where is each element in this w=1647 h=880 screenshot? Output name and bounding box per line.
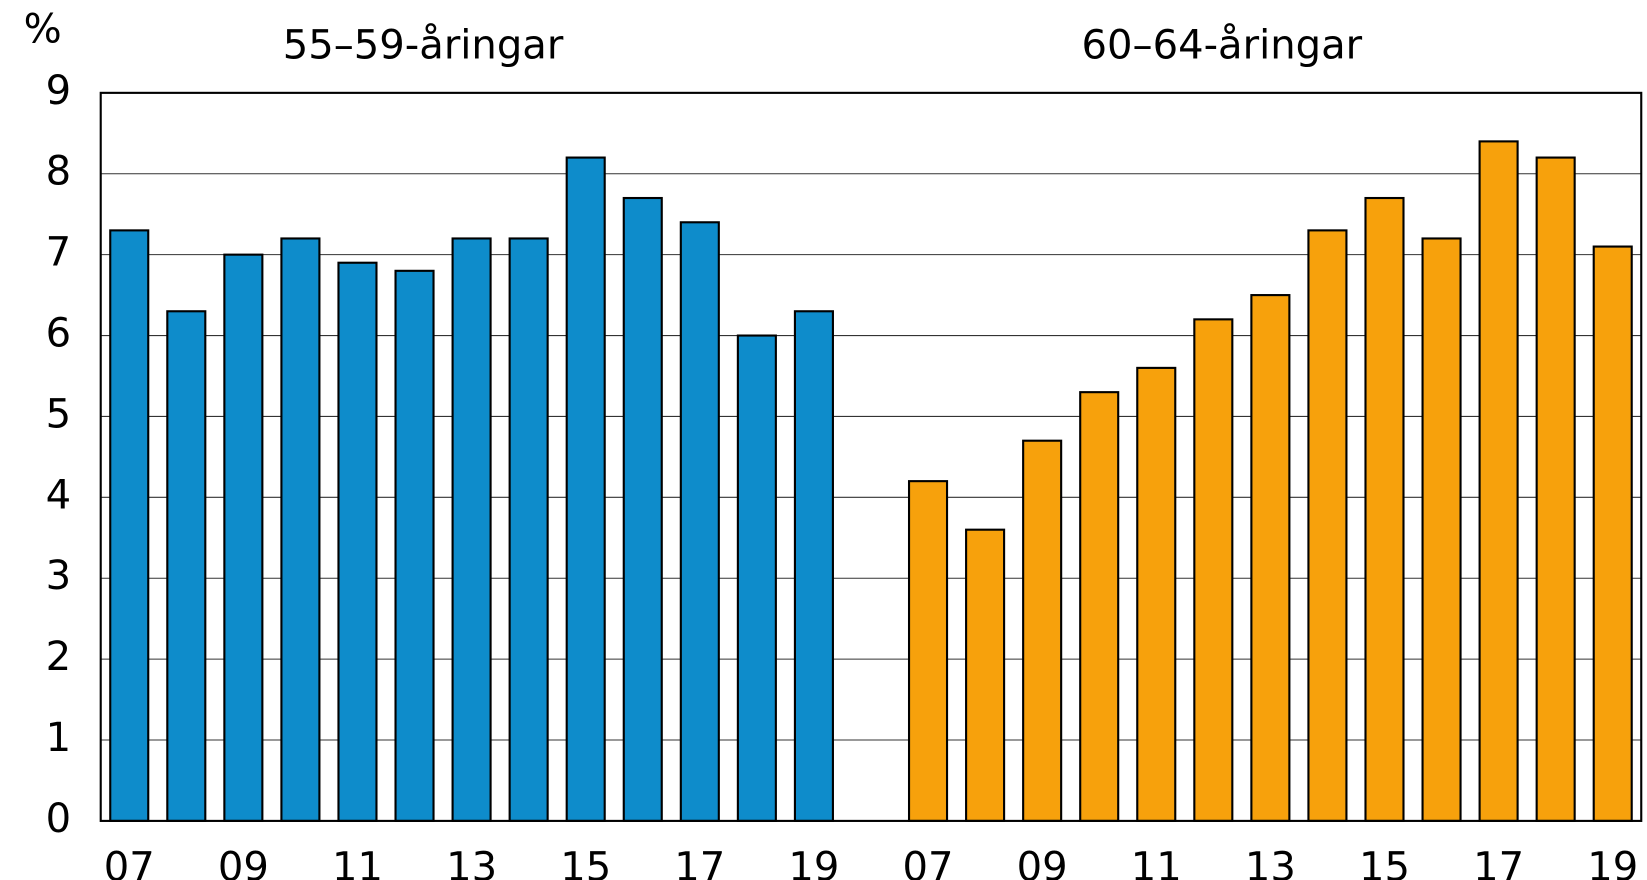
- plot-frame: [99, 91, 1643, 822]
- bar: [508, 237, 549, 822]
- x-tick-label: 11: [332, 844, 383, 880]
- bar: [1307, 229, 1348, 822]
- y-axis-label: %: [24, 7, 62, 53]
- y-tick-label: 1: [46, 715, 71, 761]
- y-tick-label: 9: [46, 68, 71, 114]
- bar: [1592, 245, 1633, 822]
- x-tick-label: 19: [788, 844, 839, 880]
- bar: [565, 156, 606, 822]
- bar: [1136, 366, 1177, 822]
- bar: [1421, 237, 1462, 822]
- bar: [1478, 140, 1519, 822]
- bar: [1535, 156, 1576, 822]
- y-tick-label: 8: [46, 149, 71, 195]
- bar: [736, 334, 777, 822]
- bar: [337, 261, 378, 822]
- bar: [679, 221, 720, 822]
- y-tick-label: 7: [46, 230, 71, 276]
- x-tick-label: 11: [1131, 844, 1182, 880]
- bar: [1022, 439, 1063, 822]
- bar: [109, 229, 150, 822]
- bar: [166, 310, 207, 822]
- x-tick-label: 17: [1473, 844, 1524, 880]
- x-tick-label: 13: [1245, 844, 1296, 880]
- x-tick-label: 09: [218, 844, 269, 880]
- bar: [1250, 294, 1291, 822]
- x-tick-label: 07: [903, 844, 954, 880]
- y-tick-label: 4: [46, 472, 71, 518]
- bar: [451, 237, 492, 822]
- bar: [965, 528, 1006, 822]
- bar: [622, 196, 663, 822]
- bar: [280, 237, 321, 822]
- bar: [1364, 196, 1405, 822]
- y-tick-label: 2: [46, 634, 71, 680]
- y-tick-label: 5: [46, 391, 71, 437]
- bar: [907, 480, 949, 822]
- x-tick-label: 17: [674, 844, 725, 880]
- bar: [1193, 318, 1234, 822]
- x-tick-label: 15: [1359, 844, 1410, 880]
- x-tick-label: 09: [1017, 844, 1068, 880]
- x-tick-label: 13: [446, 844, 497, 880]
- y-tick-label: 3: [46, 553, 71, 599]
- series-header: 55–59-åringar: [283, 22, 564, 68]
- x-tick-label: 15: [560, 844, 611, 880]
- bar: [394, 269, 435, 822]
- series-header: 60–64-åringar: [1082, 22, 1363, 68]
- x-tick-label: 07: [104, 844, 155, 880]
- x-tick-label: 19: [1587, 844, 1638, 880]
- y-tick-label: 6: [46, 311, 71, 357]
- bar: [793, 310, 834, 822]
- bar: [1079, 391, 1120, 822]
- bar: [223, 253, 264, 822]
- y-tick-label: 0: [46, 796, 71, 842]
